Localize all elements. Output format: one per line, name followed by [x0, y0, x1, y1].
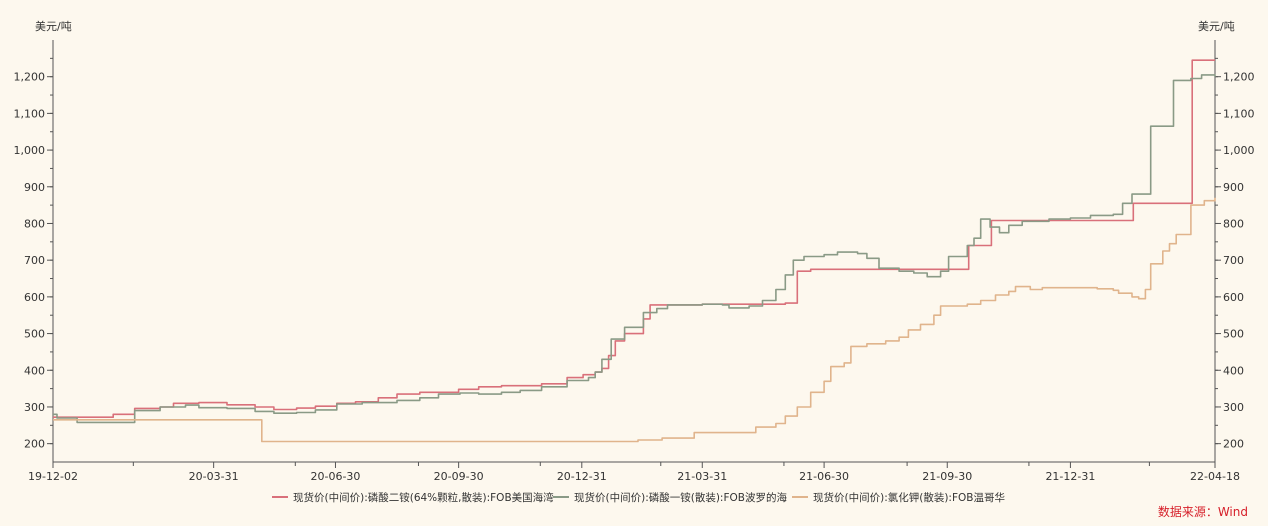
- x-tick-label: 20-06-30: [310, 470, 360, 483]
- y-tick-label-right: 1,100: [1223, 107, 1255, 120]
- x-tick-label: 21-03-31: [677, 470, 727, 483]
- x-tick-label: 21-09-30: [922, 470, 972, 483]
- left-axis-unit: 美元/吨: [35, 20, 72, 33]
- x-tick-label: 21-06-30: [799, 470, 849, 483]
- y-tick-label-right: 1,200: [1223, 71, 1255, 84]
- x-tick-label: 19-12-02: [28, 470, 78, 483]
- y-tick-label-right: 1,000: [1223, 144, 1255, 157]
- y-tick-label-right: 500: [1223, 328, 1244, 341]
- y-tick-label-right: 200: [1223, 438, 1244, 451]
- legend-label-3: 现货价(中间价):氯化钾(散装):FOB温哥华: [813, 491, 1005, 504]
- x-tick-label: 21-12-31: [1045, 470, 1095, 483]
- y-tick-label-left: 600: [24, 291, 45, 304]
- series-line-3: [53, 197, 1216, 443]
- y-tick-label-right: 800: [1223, 217, 1244, 230]
- legend: 现货价(中间价):磷酸二铵(64%颗粒,散装):FOB美国海湾 现货价(中间价):…: [272, 491, 1005, 504]
- x-tick-label: 22-04-18: [1190, 470, 1240, 483]
- x-tick-label: 20-03-31: [189, 470, 239, 483]
- y-tick-label-left: 700: [24, 254, 45, 267]
- y-tick-label-left: 900: [24, 181, 45, 194]
- y-tick-label-left: 200: [24, 438, 45, 451]
- y-tick-label-right: 700: [1223, 254, 1244, 267]
- y-tick-label-right: 600: [1223, 291, 1244, 304]
- y-tick-label-left: 1,000: [14, 144, 46, 157]
- y-tick-label-right: 400: [1223, 364, 1244, 377]
- legend-label-2: 现货价(中间价):磷酸一铵(散装):FOB波罗的海: [574, 491, 787, 504]
- series-layer: [53, 59, 1216, 443]
- y-tick-label-left: 500: [24, 328, 45, 341]
- legend-label-1: 现货价(中间价):磷酸二铵(64%颗粒,散装):FOB美国海湾: [293, 491, 554, 504]
- y-tick-label-left: 1,100: [14, 107, 46, 120]
- x-tick-label: 20-09-30: [434, 470, 484, 483]
- y-tick-label-left: 800: [24, 217, 45, 230]
- y-tick-label-right: 300: [1223, 401, 1244, 414]
- y-tick-label-left: 400: [24, 364, 45, 377]
- y-tick-label-left: 300: [24, 401, 45, 414]
- y-tick-label-left: 1,200: [14, 71, 46, 84]
- axes: 200 200 300 300 400 400 500 500 600 600 700 700 800 8…: [14, 40, 1255, 483]
- data-source-note: 数据来源：Wind: [1157, 505, 1248, 519]
- right-axis-unit: 美元/吨: [1198, 20, 1235, 33]
- series-line-2: [53, 74, 1216, 424]
- y-tick-label-right: 900: [1223, 181, 1244, 194]
- series-line-1: [53, 59, 1215, 418]
- x-tick-label: 20-12-31: [557, 470, 607, 483]
